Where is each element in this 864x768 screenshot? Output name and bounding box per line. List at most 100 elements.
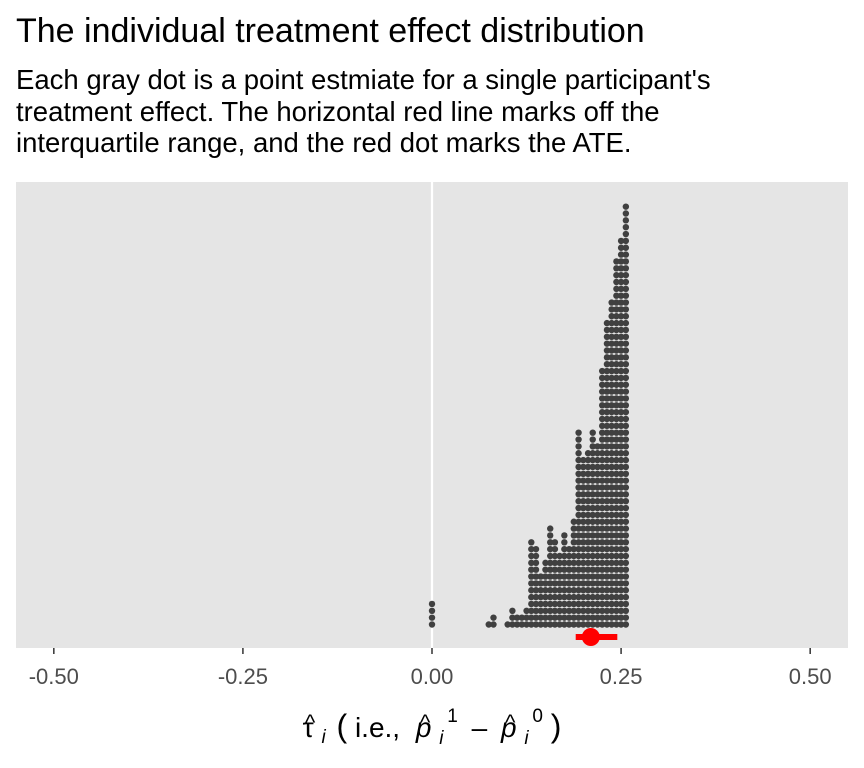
data-dot (509, 607, 516, 614)
data-dot (613, 381, 620, 388)
data-dot (570, 600, 578, 608)
data-dot (547, 580, 554, 587)
data-dot (580, 518, 587, 525)
x-axis-ticks: -0.50 -0.25 0.00 0.25 0.50 (29, 648, 832, 689)
data-dot (594, 491, 601, 498)
data-dot (598, 573, 606, 580)
data-dot (622, 477, 630, 484)
data-dot (617, 470, 625, 477)
data-dot (608, 326, 615, 334)
data-dot (584, 580, 592, 587)
data-dot (584, 600, 592, 608)
data-dot (622, 395, 630, 402)
x-tick-label: -0.50 (29, 664, 79, 689)
data-dot (528, 607, 535, 614)
data-dot (575, 484, 582, 491)
data-dot (594, 484, 601, 491)
data-dot (594, 456, 601, 464)
data-dot (608, 511, 615, 519)
data-dot (608, 525, 615, 532)
data-dot (584, 470, 592, 477)
data-dot (551, 600, 559, 608)
data-dot (617, 251, 625, 258)
data-dot (608, 340, 615, 347)
data-dot (537, 614, 544, 621)
x-tick-label: 0.25 (600, 664, 643, 689)
data-dot (613, 587, 620, 594)
data-dot (580, 545, 587, 553)
data-dot (513, 621, 521, 628)
data-dot (617, 484, 625, 491)
data-dot (528, 600, 535, 608)
data-dot (603, 566, 611, 573)
xlabel-hat: ^ (505, 710, 516, 735)
data-dot (622, 367, 630, 375)
data-dot (603, 587, 611, 594)
data-dot (617, 607, 625, 614)
data-dot (584, 532, 592, 539)
data-dot (570, 518, 578, 525)
data-dot (622, 203, 630, 210)
data-dot (537, 573, 544, 580)
data-dot (575, 429, 582, 436)
xlabel-p0: p (500, 712, 517, 743)
data-dot (551, 587, 559, 594)
data-dot (598, 367, 606, 375)
data-dot (509, 621, 516, 628)
data-dot (608, 504, 615, 512)
data-dot (570, 580, 578, 587)
data-dot (622, 326, 630, 334)
data-dot (589, 484, 596, 491)
data-dot (613, 621, 620, 628)
data-dot (570, 614, 578, 621)
data-dot (556, 566, 563, 573)
data-dot (622, 443, 630, 450)
data-dot (603, 319, 611, 327)
data-dot (613, 285, 620, 293)
data-dot (608, 498, 615, 505)
data-dot (565, 559, 573, 567)
data-dot (570, 539, 578, 546)
data-dot (589, 580, 596, 587)
data-dot (528, 566, 535, 573)
data-dot (528, 552, 535, 560)
data-dot (584, 463, 592, 471)
data-dot (594, 621, 601, 628)
data-dot (565, 545, 573, 553)
data-dot (528, 587, 535, 594)
data-dot (589, 532, 596, 539)
data-dot (589, 559, 596, 567)
data-dot (561, 573, 568, 580)
data-dot (575, 498, 582, 505)
data-dot (613, 566, 620, 573)
data-dot (613, 354, 620, 361)
data-dot (598, 511, 606, 519)
data-dot (617, 374, 625, 382)
data-dot (594, 566, 601, 573)
data-dot (622, 237, 630, 245)
data-dot (617, 450, 625, 457)
data-dot (589, 621, 596, 628)
data-dot (575, 566, 582, 573)
data-dot (617, 614, 625, 621)
data-dot (570, 607, 578, 614)
data-dot (575, 450, 582, 457)
data-dot (622, 224, 630, 231)
data-dot (608, 367, 615, 375)
data-dot (613, 340, 620, 347)
data-dot (584, 450, 592, 457)
data-dot (547, 525, 554, 532)
data-dot (603, 600, 611, 608)
data-dot (584, 491, 592, 498)
data-dot (598, 402, 606, 409)
data-dot (608, 381, 615, 388)
data-dot (613, 367, 620, 375)
data-dot (622, 600, 630, 608)
data-dot (613, 299, 620, 306)
data-dot (594, 532, 601, 539)
data-dot (580, 614, 587, 621)
data-dot (617, 361, 625, 368)
data-dot (608, 552, 615, 560)
data-dot (603, 545, 611, 553)
data-dot (584, 525, 592, 532)
